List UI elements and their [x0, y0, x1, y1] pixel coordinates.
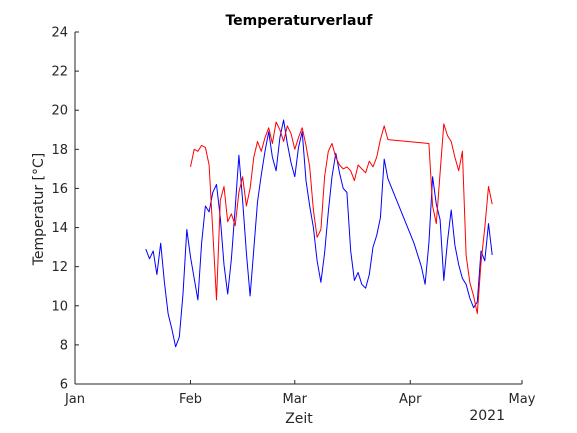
x-tick-label: Apr — [399, 392, 422, 407]
y-tick-label: 18 — [51, 143, 68, 158]
chart-title: Temperaturverlauf — [225, 13, 373, 29]
y-tick-label: 12 — [51, 260, 68, 275]
plot-area: 6 8 10 12 14 16 18 20 22 24 Jan Feb Mar Apr May — [51, 26, 535, 408]
series-line-2 — [190, 121, 493, 315]
x-tick-label: Mar — [283, 392, 308, 407]
x-tick-label: Feb — [179, 392, 202, 407]
x-tick-label: Jan — [64, 392, 85, 407]
y-tick-label: 8 — [60, 338, 68, 353]
y-tick-label: 10 — [51, 299, 68, 314]
y-tick-label: 6 — [60, 378, 68, 393]
y-axis-label: Temperatur [°C] — [31, 153, 47, 267]
y-tick-label: 24 — [51, 26, 68, 41]
x-axis-label: Zeit — [285, 411, 313, 427]
y-tick-label: 22 — [51, 65, 68, 80]
x-tick-label: May — [509, 392, 536, 407]
x-axis-year-label: 2021 — [469, 408, 505, 424]
x-ticks: Jan Feb Mar Apr May — [64, 380, 536, 407]
y-tick-label: 14 — [51, 221, 68, 236]
y-tick-label: 16 — [51, 182, 68, 197]
series-layer — [145, 119, 493, 348]
y-ticks: 6 8 10 12 14 16 18 20 22 24 — [51, 26, 79, 393]
series-line-1 — [145, 119, 493, 348]
y-tick-label: 20 — [51, 104, 68, 119]
